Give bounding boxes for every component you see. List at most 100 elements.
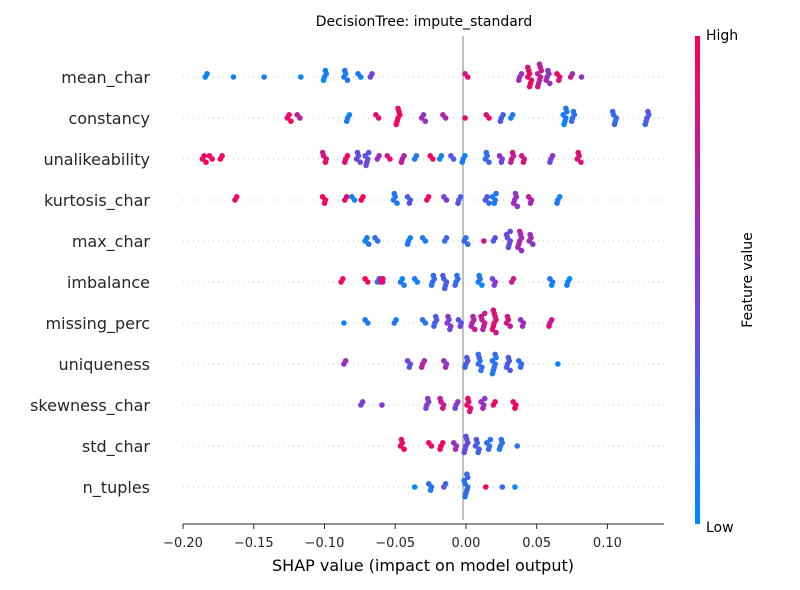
- x-axis-label: SHAP value (impact on model output): [272, 556, 574, 575]
- shap-point: [401, 153, 407, 159]
- shap-point: [510, 276, 517, 282]
- colorbar-high-label: High: [706, 28, 738, 44]
- shap-point: [206, 153, 213, 159]
- shap-point: [441, 285, 448, 292]
- shap-point: [398, 436, 405, 443]
- shap-point: [219, 153, 225, 159]
- shap-point: [441, 194, 447, 200]
- shap-point: [472, 326, 478, 333]
- shap-point: [478, 313, 484, 320]
- shap-point: [286, 112, 292, 118]
- shap-point: [442, 481, 449, 487]
- shap-point: [554, 200, 560, 206]
- shap-point: [379, 402, 385, 408]
- shap-point: [447, 326, 453, 333]
- shap-point: [448, 153, 454, 159]
- shap-point: [476, 272, 482, 279]
- feature-label: kurtosis_char: [44, 191, 150, 211]
- shap-point: [407, 235, 414, 241]
- shap-point: [411, 484, 418, 490]
- shap-point: [504, 313, 511, 320]
- shap-point: [438, 153, 445, 159]
- shap-point: [491, 282, 498, 289]
- shap-point: [462, 115, 468, 121]
- shap-point: [560, 112, 566, 118]
- shap-point: [509, 112, 516, 118]
- feature-label: std_char: [82, 437, 151, 457]
- shap-point: [481, 310, 488, 317]
- shap-point: [470, 313, 476, 320]
- shap-point: [413, 153, 420, 159]
- shap-point: [481, 238, 487, 244]
- shap-point: [568, 118, 575, 124]
- shap-point: [512, 405, 518, 412]
- shap-point: [489, 358, 496, 364]
- shap-point: [490, 307, 497, 314]
- shap-point: [507, 367, 513, 374]
- shap-point: [355, 71, 361, 77]
- shap-point: [393, 121, 400, 128]
- shap-point: [527, 200, 534, 206]
- shap-point: [455, 200, 461, 206]
- shap-point: [534, 71, 541, 77]
- shap-point: [489, 194, 496, 200]
- shap-point: [515, 244, 521, 251]
- shap-point: [475, 351, 482, 358]
- shap-point: [510, 200, 517, 206]
- shap-point: [466, 408, 473, 415]
- shap-point: [478, 367, 484, 374]
- shap-point: [204, 71, 210, 77]
- shap-point: [319, 194, 326, 200]
- x-tick-label: −0.05: [375, 536, 415, 551]
- shap-point: [452, 405, 458, 412]
- shap-point: [346, 112, 353, 118]
- shap-point: [497, 118, 504, 124]
- feature-label: unalikeability: [43, 150, 150, 169]
- shap-point: [406, 200, 413, 206]
- shap-point: [526, 83, 533, 90]
- feature-label: mean_char: [61, 68, 150, 88]
- shap-point: [487, 436, 494, 443]
- shap-point: [437, 446, 443, 453]
- shap-point: [507, 228, 513, 235]
- shap-point: [569, 71, 576, 77]
- shap-point: [425, 481, 432, 487]
- feature-label: skewness_char: [30, 396, 150, 416]
- shap-point: [480, 405, 486, 412]
- shap-point: [455, 399, 461, 405]
- shap-point: [404, 358, 411, 364]
- shap-point: [362, 276, 368, 282]
- x-tick-label: 0.05: [522, 536, 551, 551]
- shap-point: [320, 77, 327, 83]
- shap-point: [391, 190, 398, 197]
- shap-point: [489, 326, 496, 333]
- shap-point: [425, 194, 432, 200]
- shap-point: [512, 190, 519, 197]
- shap-point: [518, 247, 525, 254]
- shap-point: [489, 276, 496, 282]
- shap-point: [431, 323, 437, 330]
- shap-point: [440, 112, 446, 118]
- shap-point: [395, 105, 401, 112]
- shap-point: [499, 484, 506, 490]
- shap-point: [514, 443, 521, 449]
- shap-point: [496, 446, 503, 453]
- shap-point: [373, 112, 379, 118]
- shap-point: [483, 149, 490, 156]
- shap-point: [575, 149, 582, 156]
- x-tick-label: 0.10: [593, 536, 622, 551]
- shap-point: [340, 276, 346, 282]
- shap-point: [404, 241, 411, 247]
- shap-point: [230, 74, 237, 80]
- shap-point: [462, 364, 468, 371]
- shap-point: [404, 194, 411, 200]
- shap-point: [359, 399, 366, 405]
- shap-point: [516, 358, 522, 364]
- shap-point: [261, 74, 267, 80]
- shap-point: [441, 358, 447, 364]
- shap-point: [462, 493, 468, 500]
- shap-point: [547, 276, 553, 282]
- shap-point: [427, 487, 434, 494]
- shap-point: [401, 282, 407, 289]
- shap-point: [578, 159, 584, 165]
